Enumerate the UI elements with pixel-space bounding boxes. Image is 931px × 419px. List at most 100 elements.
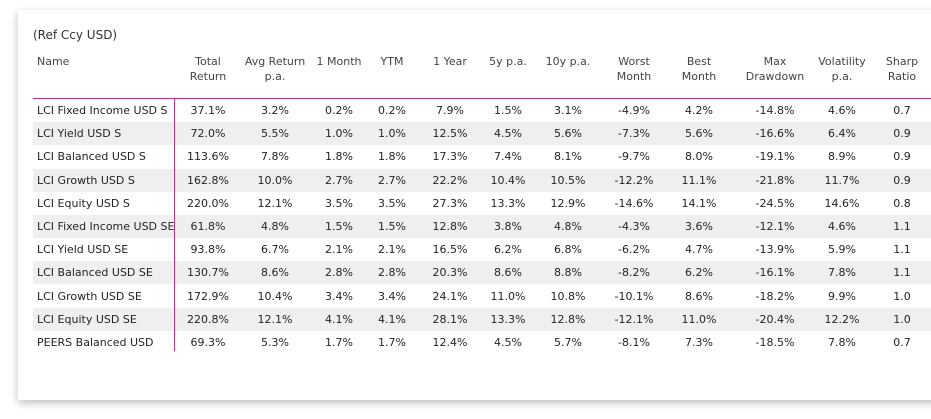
- table-cell: 0.8: [893, 196, 911, 210]
- table-cell: 5.3%: [261, 336, 289, 349]
- table-cell: 5.7%: [554, 336, 582, 349]
- table-cell: 1.7%: [378, 336, 406, 349]
- table-cell: 3.5%: [325, 196, 353, 210]
- table-cell: 5.5%: [261, 127, 289, 141]
- row-name: LCI Balanced USD SE: [37, 266, 153, 280]
- table-cell: 1.0: [893, 289, 911, 303]
- table-cell: 1.1: [893, 266, 911, 280]
- table-cell: 5.6%: [554, 127, 582, 141]
- table-cell: 2.7%: [378, 173, 406, 187]
- column-header: 10y p.a.: [545, 55, 591, 68]
- table-cell: 2.8%: [325, 266, 353, 280]
- table-cell: 1.0%: [325, 127, 353, 141]
- table-cell: 1.0%: [378, 127, 406, 141]
- table-cell: 7.8%: [261, 150, 289, 164]
- column-header: Sharp: [885, 55, 919, 68]
- column-header: Avg Return: [244, 55, 306, 68]
- table-cell: 162.8%: [187, 173, 229, 187]
- column-header: Volatility: [818, 55, 866, 68]
- table-cell: 11.7%: [824, 173, 860, 187]
- column-header: Drawdown: [745, 70, 805, 83]
- table-cell: 28.1%: [432, 312, 468, 326]
- table-cell: 8.6%: [494, 266, 522, 280]
- row-band: [33, 168, 931, 192]
- column-header: 5y p.a.: [489, 55, 527, 68]
- column-header: Month: [681, 70, 717, 83]
- column-header: YTM: [380, 55, 404, 68]
- table-cell: 7.9%: [436, 104, 464, 117]
- table-cell: 3.8%: [494, 220, 522, 233]
- table-cell: 12.4%: [432, 336, 468, 349]
- column-header: Ratio: [887, 70, 917, 83]
- table-cell: -21.8%: [755, 173, 795, 187]
- table-cell: 4.6%: [828, 220, 856, 233]
- row-name: LCI Growth USD S: [37, 173, 135, 187]
- table-cell: 6.2%: [685, 266, 713, 280]
- table-cell: 172.9%: [187, 289, 229, 303]
- table-cell: 93.8%: [190, 243, 226, 257]
- row-band: [33, 261, 931, 285]
- table-cell: 1.8%: [325, 150, 353, 164]
- table-cell: 3.2%: [261, 104, 289, 117]
- table-cell: -12.1%: [614, 312, 654, 326]
- table-cell: 2.1%: [378, 243, 406, 257]
- row-band: [33, 215, 931, 238]
- row-name: LCI Fixed Income USD S: [37, 104, 168, 117]
- table-cell: 2.1%: [325, 243, 353, 257]
- table-cell: -4.3%: [618, 220, 650, 233]
- table-cell: 11.0%: [681, 312, 717, 326]
- table-title: (Ref Ccy USD): [33, 28, 118, 42]
- table-cell: 0.9: [893, 150, 911, 164]
- table-cell: 5.9%: [828, 243, 856, 257]
- table-cell: 1.1: [893, 220, 911, 233]
- table-cell: 12.5%: [432, 127, 468, 141]
- row-band: [33, 122, 931, 146]
- table-cell: -6.2%: [618, 243, 650, 257]
- table-cell: -12.1%: [755, 220, 795, 233]
- table-cell: -4.9%: [618, 104, 650, 117]
- table-cell: 0.2%: [378, 104, 406, 117]
- table-cell: -20.4%: [755, 312, 795, 326]
- table-cell: 4.7%: [685, 243, 713, 257]
- table-cell: 12.8%: [550, 312, 586, 326]
- table-card: (Ref Ccy USD) Name Total Return Avg Return p…: [18, 10, 931, 400]
- table-cell: 37.1%: [190, 104, 226, 117]
- table-cell: 4.2%: [685, 104, 713, 117]
- table-cell: 4.1%: [378, 312, 406, 326]
- table-cell: -24.5%: [755, 196, 795, 210]
- table-cell: 0.7: [893, 336, 911, 349]
- table-cell: 1.5%: [378, 220, 406, 233]
- table-cell: -7.3%: [618, 127, 650, 141]
- table-cell: -14.6%: [614, 196, 654, 210]
- table-cell: 3.4%: [378, 289, 406, 303]
- table-cell: 0.9: [893, 127, 911, 141]
- table-cell: 72.0%: [190, 127, 226, 141]
- column-header: Best: [686, 55, 712, 68]
- column-header: 1 Year: [433, 55, 467, 68]
- table-cell: 8.9%: [828, 150, 856, 164]
- column-header: 1 Month: [316, 55, 362, 68]
- table-cell: 6.8%: [554, 243, 582, 257]
- table-cell: 2.7%: [325, 173, 353, 187]
- row-name: LCI Yield USD SE: [37, 243, 129, 257]
- table-cell: 1.7%: [325, 336, 353, 349]
- table-cell: 8.1%: [554, 150, 582, 164]
- column-header: Month: [616, 70, 652, 83]
- table-cell: 12.1%: [257, 312, 293, 326]
- table-cell: -8.2%: [618, 266, 650, 280]
- table-cell: 10.8%: [550, 289, 586, 303]
- table-cell: 8.6%: [685, 289, 713, 303]
- row-name: PEERS Balanced USD: [37, 336, 154, 349]
- column-header: Total: [195, 55, 221, 68]
- table-cell: -16.1%: [755, 266, 795, 280]
- table-cell: 16.5%: [432, 243, 468, 257]
- row-name: LCI Growth USD SE: [37, 289, 142, 303]
- table-cell: 4.5%: [494, 127, 522, 141]
- table-cell: -13.9%: [755, 243, 795, 257]
- table-cell: 3.4%: [325, 289, 353, 303]
- table-cell: 27.3%: [432, 196, 468, 210]
- table-cell: 8.0%: [685, 150, 713, 164]
- table-cell: 11.0%: [490, 289, 526, 303]
- table-cell: 6.7%: [261, 243, 289, 257]
- table-cell: 5.6%: [685, 127, 713, 141]
